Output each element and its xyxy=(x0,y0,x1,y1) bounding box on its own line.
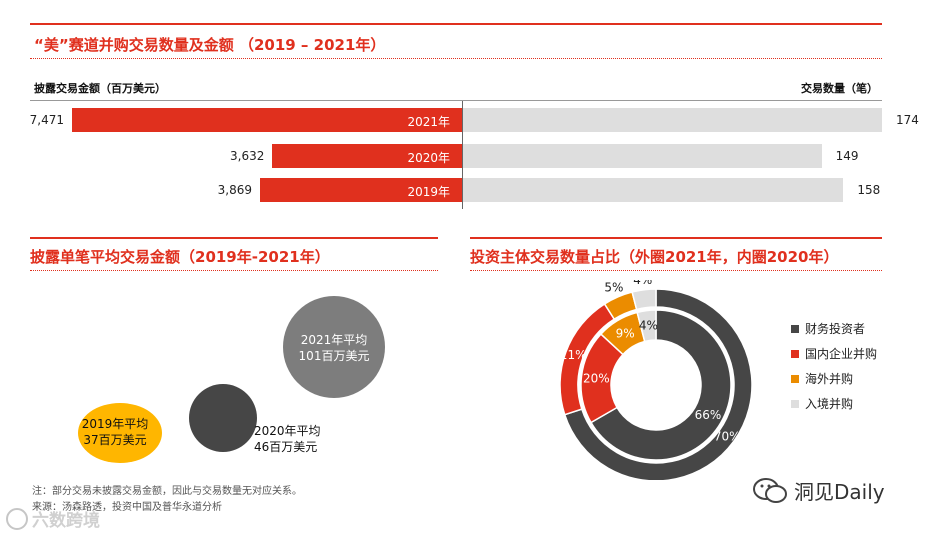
count-label: 149 xyxy=(835,149,859,163)
bubble-2019 xyxy=(78,403,162,463)
inner-slice-0 xyxy=(590,309,732,461)
legend-item-overseas: 海外并购 xyxy=(791,366,877,391)
legend-swatch-overseas xyxy=(791,374,799,383)
donut-title-rule xyxy=(470,237,882,239)
legend-swatch-domestic xyxy=(791,349,799,358)
donut-legend: 财务投资者 国内企业并购 海外并购 入境并购 xyxy=(791,316,877,416)
outer-slice-label: 5% xyxy=(604,281,623,295)
outer-slice-0 xyxy=(563,288,753,480)
legend-label-inbound: 入境并购 xyxy=(805,397,854,411)
year-label: 2021年 xyxy=(407,115,450,129)
donut-chart-title: 投资主体交易数量占比（外圈2021年，内圈2020年） xyxy=(470,248,839,266)
legend-label-overseas: 海外并购 xyxy=(805,372,854,386)
outer-slice-3 xyxy=(631,288,657,311)
outer-slice-label: 70% xyxy=(714,430,741,444)
inner-slice-label: 20% xyxy=(583,371,610,385)
bubble-2021-year: 2021年平均 xyxy=(300,333,368,347)
legend-swatch-financial xyxy=(791,324,799,333)
source-note: 来源：汤森路透，投资中国及普华永道分析 xyxy=(32,502,222,513)
watermark-right-text: 洞见Daily xyxy=(794,480,885,504)
bar-center-axis xyxy=(462,101,463,209)
bubble-2021-value: 101百万美元 xyxy=(298,349,370,363)
bubble-2020 xyxy=(189,384,257,452)
legend-label-domestic: 国内企业并购 xyxy=(805,347,878,361)
count-label: 174 xyxy=(896,113,919,127)
count-bar xyxy=(462,178,844,202)
year-label: 2019年 xyxy=(407,185,450,199)
inner-slice-label: 9% xyxy=(616,327,635,341)
bubble-chart-title: 披露单笔平均交易金额（2019年-2021年） xyxy=(30,248,330,266)
amount-bar xyxy=(72,108,462,132)
bubble-title-rule xyxy=(30,237,438,239)
amount-bar xyxy=(260,178,462,202)
amount-label: 3,632 xyxy=(230,149,265,163)
watermark-right: 洞见Daily xyxy=(752,476,885,505)
wechat-icon xyxy=(753,477,787,503)
bubble-2019-label: 2019年平均 37百万美元 xyxy=(68,416,162,448)
bubble-2020-label: 2020年平均 46百万美元 xyxy=(254,423,321,455)
top-title-dotted-rule xyxy=(30,58,882,59)
count-bar xyxy=(462,144,822,168)
bubble-2021 xyxy=(283,296,385,398)
bubble-2020-value: 46百万美元 xyxy=(254,440,318,454)
right-axis-label: 交易数量（笔） xyxy=(801,82,878,95)
donut-chart: 70% 21% 5% 4% 66% 20% 9% 4% xyxy=(559,280,753,480)
top-chart-title: “美”赛道并购交易数量及金额 （2019 – 2021年） xyxy=(34,36,386,54)
legend-item-inbound: 入境并购 xyxy=(791,391,877,416)
inner-slice-3 xyxy=(636,309,657,343)
top-title-rule xyxy=(30,23,882,25)
left-axis-label: 披露交易金额（百万美元） xyxy=(34,82,166,95)
count-label: 158 xyxy=(857,183,881,197)
outer-slice-label: 21% xyxy=(560,348,587,362)
count-bar xyxy=(462,108,882,132)
inner-slice-label: 4% xyxy=(639,318,658,332)
bubble-2019-value: 37百万美元 xyxy=(83,433,147,447)
amount-label: 3,869 xyxy=(217,183,253,197)
bubble-2021-label: 2021年平均 101百万美元 xyxy=(283,332,385,364)
outer-slice-label: 4% xyxy=(633,280,652,287)
footnote: 注：部分交易未披露交易金额，因此与交易数量无对应关系。 xyxy=(32,486,302,497)
bubble-title-dotted-rule xyxy=(30,270,438,271)
chart-top-divider xyxy=(30,100,882,101)
legend-swatch-inbound xyxy=(791,399,799,408)
legend-item-domestic: 国内企业并购 xyxy=(791,341,877,366)
legend-item-financial: 财务投资者 xyxy=(791,316,877,341)
watermark-left-logo-icon xyxy=(6,507,28,530)
bubble-2019-year: 2019年平均 xyxy=(81,417,149,431)
watermark-left: 六数跨境 xyxy=(6,506,100,531)
donut-title-dotted-rule xyxy=(470,270,882,271)
watermark-left-text: 六数跨境 xyxy=(32,511,100,531)
year-label: 2020年 xyxy=(407,151,450,165)
amount-label: 7,471 xyxy=(29,113,64,127)
bar-chart-area: 2021年 7,471 174 2020年 3,632 149 2019年 3,869 158 xyxy=(0,0,926,220)
bubble-2020-year: 2020年平均 xyxy=(254,424,321,438)
amount-bar xyxy=(272,144,462,168)
inner-slice-label: 66% xyxy=(695,408,722,422)
legend-label-financial: 财务投资者 xyxy=(805,322,866,336)
